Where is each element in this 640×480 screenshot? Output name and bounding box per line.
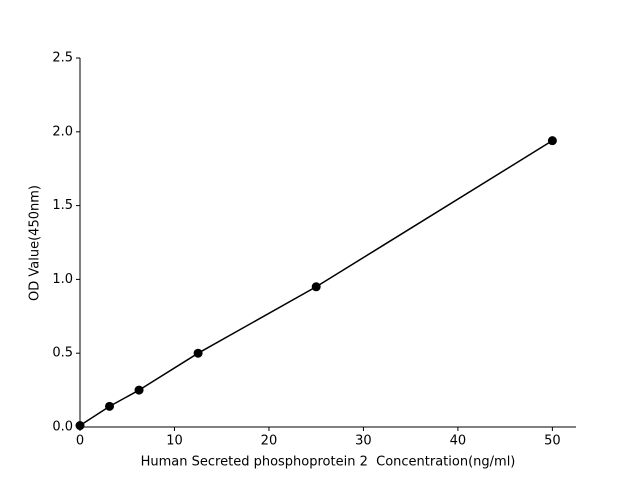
x-tick-label: 30 [355,434,372,449]
marker [75,421,85,431]
x-tick-label: 40 [450,434,467,449]
y-tick-label: 0.0 [52,420,73,435]
x-tick-label: 10 [166,434,183,449]
marker [547,136,557,146]
y-tick-label: 0.5 [52,346,73,361]
x-tick-label: 20 [261,434,278,449]
line [79,140,553,427]
y-tick-label: 2.5 [52,51,73,66]
x-axis-label: Human Secreted phosphoprotein 2 Concentr… [141,455,516,470]
y-axis-label: OD Value(450nm) [28,185,43,301]
y-tick-label: 1.0 [52,272,73,287]
x-tick-label: 0 [76,434,84,449]
x-tick-label: 50 [544,434,561,449]
marker [311,282,321,292]
y-tick-label: 1.5 [52,198,73,213]
y-tick-label: 2.0 [52,124,73,139]
marker [193,348,203,358]
marker [134,385,144,395]
marker [105,401,115,411]
